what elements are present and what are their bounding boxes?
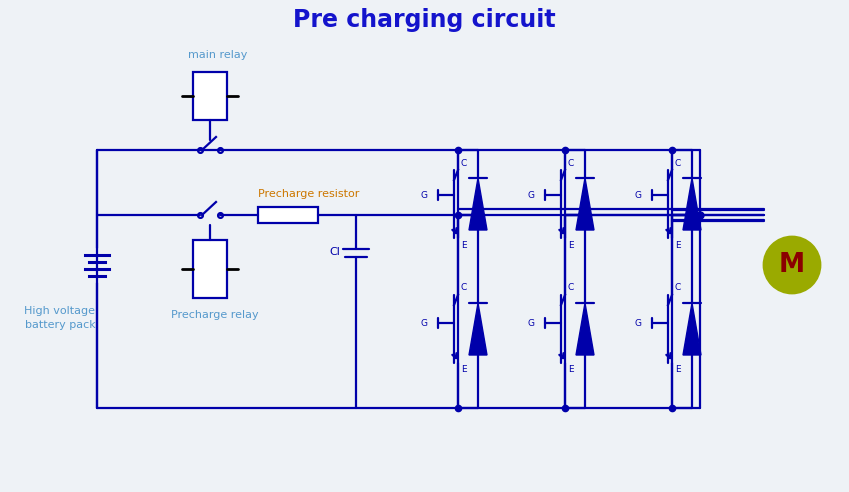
- Text: E: E: [461, 366, 467, 374]
- Text: G: G: [528, 318, 535, 328]
- Text: G: G: [528, 190, 535, 199]
- Polygon shape: [469, 178, 487, 230]
- Text: main relay: main relay: [188, 50, 248, 60]
- Bar: [193, 72, 227, 120]
- Text: E: E: [568, 366, 574, 374]
- Text: C: C: [568, 283, 574, 293]
- Text: C: C: [461, 158, 467, 167]
- Text: Precharge resistor: Precharge resistor: [258, 189, 359, 199]
- Text: C: C: [461, 283, 467, 293]
- Polygon shape: [683, 178, 701, 230]
- Text: E: E: [675, 366, 681, 374]
- Text: C: C: [675, 158, 681, 167]
- Polygon shape: [469, 303, 487, 355]
- Text: M: M: [779, 252, 805, 278]
- Polygon shape: [576, 178, 594, 230]
- Circle shape: [764, 237, 820, 293]
- Text: Cl: Cl: [329, 247, 340, 257]
- Text: High voltage
battery pack: High voltage battery pack: [25, 306, 95, 330]
- Text: E: E: [461, 241, 467, 249]
- Text: G: G: [421, 318, 428, 328]
- Text: G: G: [635, 190, 642, 199]
- Text: E: E: [675, 241, 681, 249]
- Text: C: C: [675, 283, 681, 293]
- Bar: [258, 207, 318, 223]
- Text: Pre charging circuit: Pre charging circuit: [293, 8, 555, 32]
- Text: G: G: [421, 190, 428, 199]
- Text: C: C: [568, 158, 574, 167]
- Polygon shape: [683, 303, 701, 355]
- Bar: [193, 240, 227, 298]
- Text: E: E: [568, 241, 574, 249]
- Polygon shape: [576, 303, 594, 355]
- Text: Precharge relay: Precharge relay: [171, 310, 259, 320]
- Text: G: G: [635, 318, 642, 328]
